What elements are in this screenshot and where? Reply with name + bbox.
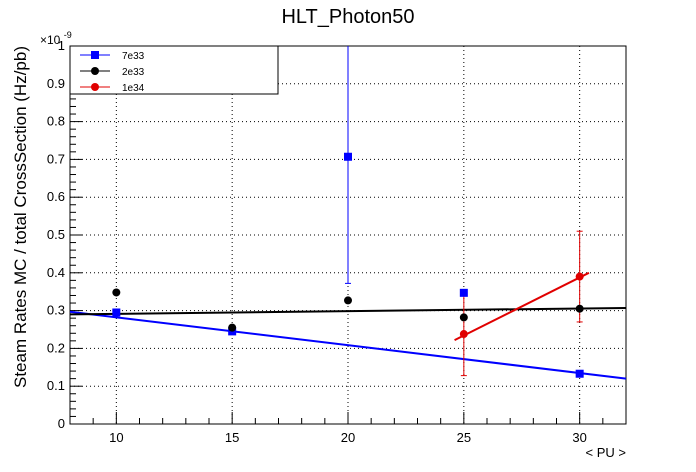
data-point — [112, 288, 121, 297]
x-tick-label: 15 — [225, 430, 239, 445]
legend-marker — [91, 67, 99, 75]
legend-marker — [91, 51, 99, 59]
data-point — [459, 330, 468, 339]
data-point — [112, 308, 121, 317]
data-point — [575, 369, 584, 378]
x-tick-label: 20 — [341, 430, 355, 445]
y-tick-label: 0.1 — [47, 378, 65, 393]
x-axis: 10 15 20 25 30 — [69, 412, 627, 445]
fit-line — [69, 306, 627, 316]
legend-box — [69, 45, 279, 95]
y-tick-label: 1 — [58, 38, 65, 53]
data-point — [344, 152, 352, 161]
y-tick-label: 0.4 — [47, 265, 65, 280]
y-tick-label: 0.6 — [47, 189, 65, 204]
legend-label: 7e33 — [122, 51, 145, 62]
legend-label: 2e33 — [122, 67, 145, 78]
y-axis-label: Steam Rates MC / total CrossSection (Hz/… — [11, 46, 30, 388]
data-point — [459, 313, 468, 322]
fit-line — [69, 310, 627, 380]
legend-marker — [91, 83, 99, 91]
y-tick-label: 0.7 — [47, 151, 65, 166]
y-tick-label: 0.3 — [47, 303, 65, 318]
data-point — [459, 288, 468, 297]
x-tick-label: 10 — [109, 430, 123, 445]
data-point — [575, 304, 584, 313]
y-tick-label: 0.8 — [47, 114, 65, 129]
fit-lines — [69, 271, 627, 380]
y-exponent-power: -9 — [64, 30, 72, 40]
y-tick-label: 0 — [58, 416, 65, 431]
data-point — [228, 323, 237, 332]
legend: 7e33 2e33 1e34 — [69, 45, 279, 95]
fit-line — [454, 271, 590, 341]
y-tick-label: 0.5 — [47, 227, 65, 242]
x-tick-label: 30 — [572, 430, 586, 445]
y-axis-exponent: ×10 -9 — [40, 30, 72, 47]
legend-label: 1e34 — [122, 83, 145, 94]
data-point — [344, 296, 352, 305]
data-point — [575, 272, 584, 281]
x-axis-label: < PU > — [586, 445, 626, 460]
data-points — [112, 152, 584, 378]
y-tick-label: 0.9 — [47, 76, 65, 91]
x-tick-label: 25 — [457, 430, 471, 445]
y-tick-label: 0.2 — [47, 340, 65, 355]
y-exponent-base: ×10 — [40, 33, 61, 47]
y-axis: 0 0.1 0.2 0.3 0.4 0.5 0.6 0.7 0.8 0.9 1 — [47, 38, 82, 431]
chart-title: HLT_Photon50 — [281, 6, 415, 28]
